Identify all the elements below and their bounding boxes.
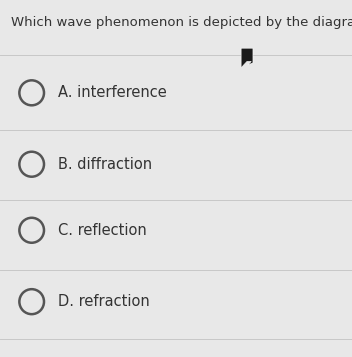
Text: Which wave phenomenon is depicted by the diagram?: Which wave phenomenon is depicted by the… — [11, 16, 352, 29]
Text: D. refraction: D. refraction — [58, 294, 150, 309]
Text: A. interference: A. interference — [58, 85, 167, 100]
Polygon shape — [241, 48, 253, 68]
Text: C. reflection: C. reflection — [58, 223, 147, 238]
Text: B. diffraction: B. diffraction — [58, 157, 152, 172]
